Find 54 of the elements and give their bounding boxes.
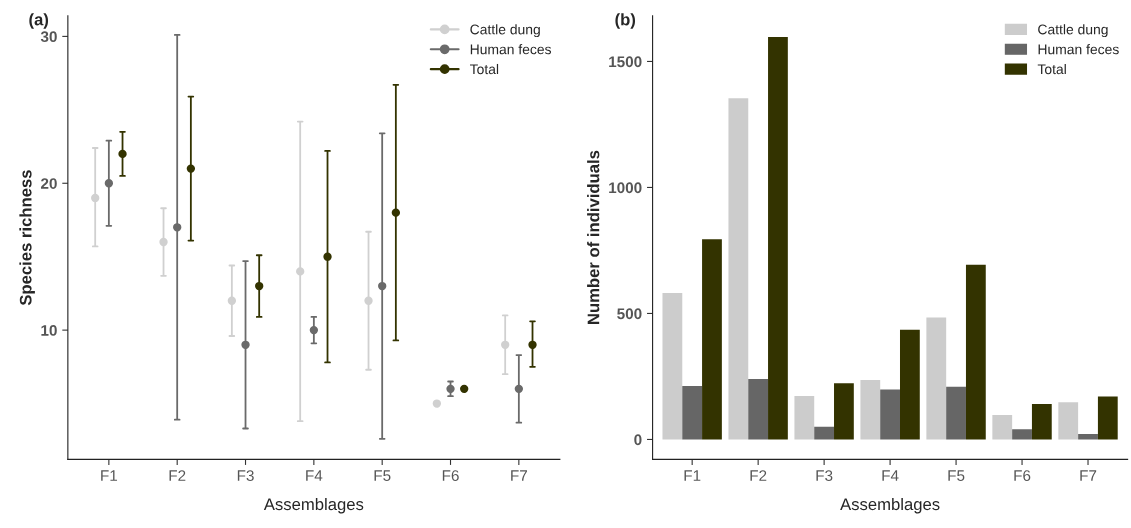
x-tick-label: F6 <box>1014 470 1031 481</box>
chart-title: (a) <box>29 13 49 29</box>
bar <box>1078 433 1098 440</box>
bar <box>899 329 920 440</box>
bar <box>748 378 769 440</box>
bar <box>768 37 788 440</box>
x-tick-label: F2 <box>169 470 186 481</box>
legend-label: Total <box>1037 63 1066 75</box>
x-axis-title: Assemblages <box>263 497 364 514</box>
bar <box>860 379 881 440</box>
bar <box>1031 403 1052 440</box>
bar <box>682 386 703 440</box>
bar <box>834 383 854 440</box>
y-tick-label: 20 <box>40 178 57 189</box>
bar <box>702 239 722 440</box>
x-tick-label: F1 <box>684 470 701 481</box>
bar <box>1058 402 1079 440</box>
bar <box>992 415 1013 440</box>
x-tick-label: F1 <box>101 470 118 481</box>
bar <box>965 264 986 440</box>
y-tick-label: 1500 <box>609 56 642 68</box>
y-tick-label: 0 <box>634 434 642 446</box>
chart-title: (b) <box>615 13 636 29</box>
x-tick-label: F4 <box>882 470 899 481</box>
x-tick-label: F7 <box>1080 470 1097 481</box>
x-tick-label: F7 <box>511 470 527 481</box>
x-tick-label: F2 <box>750 470 767 481</box>
bar <box>1012 429 1032 440</box>
legend-label: Human feces <box>1038 44 1119 55</box>
legend-label: Cattle dung <box>470 24 540 38</box>
x-tick-label: F5 <box>948 470 965 481</box>
x-tick-label: F4 <box>306 470 323 481</box>
y-axis-title: Number of individuals <box>587 150 600 324</box>
legend-label: Total <box>470 63 499 75</box>
x-tick-label: F3 <box>237 470 254 481</box>
bar <box>880 389 900 440</box>
legend-label: Human feces <box>470 44 552 55</box>
bar <box>814 426 835 440</box>
y-tick-label: 500 <box>617 308 642 320</box>
bar <box>662 293 683 440</box>
y-axis-title: Species richness <box>19 170 35 306</box>
x-tick-label: F6 <box>442 470 459 481</box>
bar <box>794 396 815 440</box>
x-tick-label: F3 <box>816 470 833 481</box>
y-tick-label: 30 <box>40 31 57 43</box>
y-tick-label: 1000 <box>609 182 642 194</box>
x-tick-label: F5 <box>374 470 391 481</box>
bar <box>926 317 947 440</box>
x-axis-title: Assemblages <box>840 497 940 514</box>
y-tick-label: 10 <box>41 324 57 336</box>
bar <box>946 386 966 440</box>
bar <box>728 98 749 440</box>
bar <box>1097 396 1118 440</box>
legend-label: Cattle dung <box>1038 24 1108 38</box>
